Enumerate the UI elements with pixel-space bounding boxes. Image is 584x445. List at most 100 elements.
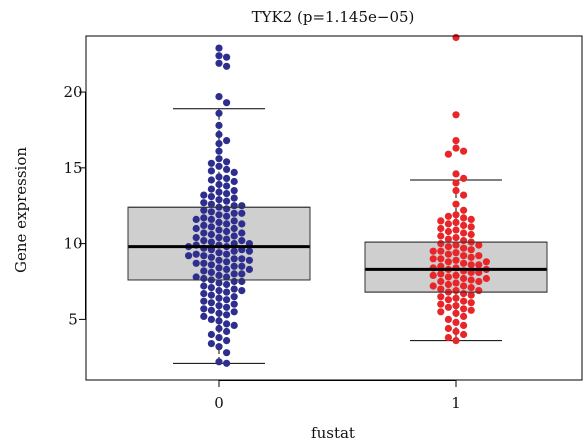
data-point [223, 190, 231, 198]
data-point [215, 279, 223, 287]
data-point [207, 200, 215, 208]
data-point [238, 220, 246, 228]
data-point [460, 237, 468, 245]
chart-title: TYK2 (p=1.145e−05) [252, 8, 415, 26]
data-point [223, 158, 231, 166]
data-point [223, 53, 231, 61]
data-point [200, 229, 208, 237]
data-point [429, 282, 437, 290]
data-point [215, 59, 223, 67]
data-point [230, 217, 238, 225]
data-point [467, 276, 475, 284]
data-point [207, 299, 215, 307]
data-point [444, 243, 452, 251]
data-point [452, 302, 460, 310]
data-point [223, 320, 231, 328]
data-point [223, 235, 231, 243]
data-point [223, 62, 231, 70]
data-point [223, 174, 231, 182]
data-point [452, 137, 460, 145]
data-point [223, 197, 231, 205]
data-point [215, 294, 223, 302]
data-point [200, 214, 208, 222]
data-point [437, 232, 445, 240]
data-point [475, 241, 483, 249]
data-point [437, 300, 445, 308]
data-point [215, 130, 223, 139]
data-point [467, 230, 475, 239]
data-point [207, 215, 215, 223]
data-point [245, 265, 253, 273]
data-point [238, 270, 246, 278]
data-point [444, 280, 452, 289]
data-point [215, 44, 223, 52]
x-tick-label: 1 [451, 394, 461, 412]
data-point [238, 202, 246, 210]
data-point [230, 270, 238, 278]
data-point [200, 290, 208, 298]
data-point [238, 237, 246, 245]
data-point [452, 327, 460, 336]
y-tick-label: 5 [68, 310, 78, 328]
data-point [200, 305, 208, 313]
data-point [238, 229, 246, 237]
data-point [207, 238, 215, 246]
data-point [230, 194, 238, 202]
data-point [215, 218, 223, 226]
data-point [215, 180, 223, 189]
data-point [467, 215, 475, 223]
data-point [223, 311, 231, 319]
data-point [452, 249, 460, 257]
data-point [230, 262, 238, 270]
data-point [215, 188, 223, 196]
data-point [230, 187, 238, 195]
data-point [452, 200, 460, 208]
data-point [452, 234, 460, 242]
data-point [460, 282, 468, 290]
data-point [223, 288, 231, 296]
data-point [200, 252, 208, 260]
data-point [230, 247, 238, 255]
data-point [452, 179, 460, 187]
data-point [200, 312, 208, 320]
data-point [238, 277, 246, 286]
data-point [207, 223, 215, 231]
data-point [429, 247, 437, 255]
data-point [200, 191, 208, 199]
y-axis-title: Gene expression [12, 147, 30, 273]
data-point [230, 232, 238, 240]
data-point [207, 284, 215, 292]
data-point [215, 140, 223, 148]
data-point [215, 309, 223, 317]
data-point [460, 290, 468, 298]
data-point [223, 137, 231, 145]
data-point [192, 234, 200, 242]
data-point [215, 302, 223, 310]
data-point [460, 147, 468, 155]
data-point [452, 337, 460, 345]
data-point [200, 274, 208, 283]
data-point [223, 250, 231, 258]
data-point [223, 296, 231, 304]
data-point [467, 253, 475, 261]
data-point [460, 321, 468, 329]
data-point [444, 324, 452, 333]
data-point [460, 252, 468, 260]
data-point [200, 259, 208, 267]
data-point [207, 159, 215, 167]
data-point [467, 246, 475, 254]
data-point [452, 256, 460, 264]
data-point [444, 212, 452, 220]
data-point [223, 205, 231, 213]
data-point [460, 259, 468, 267]
data-point [444, 220, 452, 228]
data-point [444, 315, 452, 323]
points-layer [127, 33, 548, 367]
data-point [223, 337, 231, 345]
data-point [200, 237, 208, 245]
data-point [215, 173, 223, 181]
data-point [429, 255, 437, 263]
data-point [467, 306, 475, 314]
data-point [192, 224, 200, 233]
data-point [223, 99, 231, 107]
